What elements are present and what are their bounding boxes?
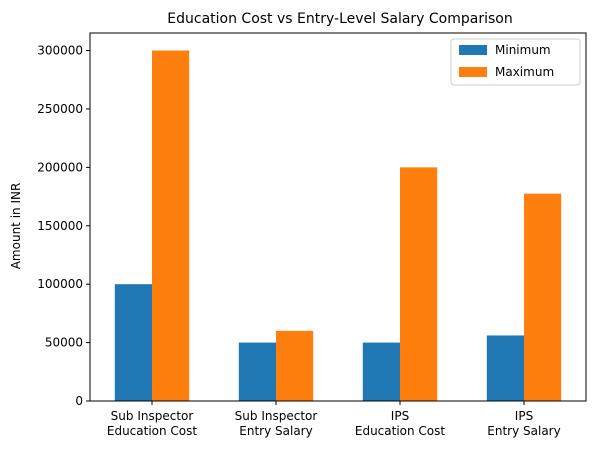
y-tick-label: 150000	[37, 219, 83, 233]
bar-maximum-1	[152, 50, 190, 402]
y-tick-label: 200000	[37, 160, 83, 174]
y-tick-label: 100000	[37, 277, 83, 291]
y-axis: 0 50000 100000 150000 200000 250000 300000	[37, 44, 90, 408]
x-tick-label: Entry Salary	[239, 424, 312, 438]
y-tick-label: 0	[75, 394, 83, 408]
legend-swatch-minimum	[459, 45, 487, 55]
y-tick-label: 50000	[45, 336, 83, 350]
bar-maximum-3	[400, 167, 438, 401]
legend: Minimum Maximum	[450, 38, 581, 86]
bar-minimum-2	[238, 342, 276, 401]
bar-maximum-4	[524, 193, 562, 401]
x-tick-label: IPS	[391, 409, 409, 423]
chart-title: Education Cost vs Entry-Level Salary Com…	[167, 11, 512, 27]
x-tick-label: Sub Inspector	[111, 409, 194, 423]
bar-minimum-3	[362, 342, 400, 401]
y-axis-label: Amount in INR	[9, 183, 23, 270]
x-tick-label: IPS	[515, 409, 533, 423]
x-tick-label: Education Cost	[355, 424, 446, 438]
legend-swatch-maximum	[459, 67, 487, 77]
plot-frame	[89, 32, 587, 402]
bar-maximum-2	[276, 330, 314, 401]
x-tick-label: Sub Inspector	[235, 409, 318, 423]
bar-minimum-1	[114, 284, 152, 401]
bar-minimum-4	[486, 335, 524, 401]
y-tick-label: 300000	[37, 44, 83, 58]
bars	[114, 50, 562, 402]
y-tick-label: 250000	[37, 102, 83, 116]
legend-label-maximum: Maximum	[495, 65, 554, 79]
legend-label-minimum: Minimum	[495, 43, 551, 57]
x-tick-label: Entry Salary	[487, 424, 560, 438]
x-tick-label: Education Cost	[107, 424, 198, 438]
